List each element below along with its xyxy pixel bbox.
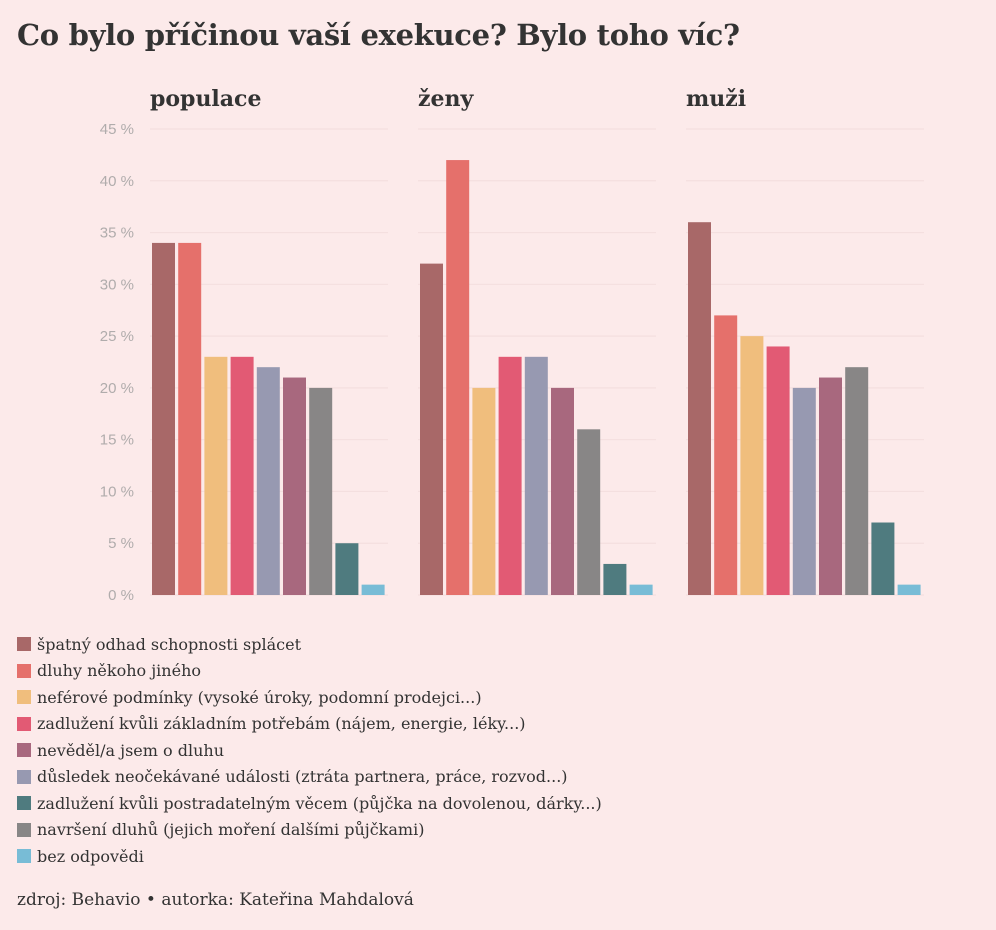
legend-item: zadlužení kvůli základním potřebám (náje… bbox=[17, 711, 602, 738]
bar bbox=[230, 356, 254, 595]
y-tick-label: 10 % bbox=[100, 483, 134, 500]
y-tick-label: 25 % bbox=[100, 328, 134, 345]
legend-item: neférové podmínky (vysoké úroky, podomní… bbox=[17, 684, 602, 711]
legend-item: důsledek neočekávané události (ztráta pa… bbox=[17, 764, 602, 791]
chart-title: Co bylo příčinou vaší exekuce? Bylo toho… bbox=[17, 18, 740, 52]
bar bbox=[629, 584, 653, 595]
legend-label: zadlužení kvůli postradatelným věcem (pů… bbox=[37, 793, 602, 813]
legend-label: navršení dluhů (jejich moření dalšími pů… bbox=[37, 820, 425, 840]
facets: populace ženy muži bbox=[150, 86, 921, 596]
legend-swatch bbox=[17, 690, 31, 705]
bar bbox=[714, 315, 738, 595]
facet-2: ženy bbox=[418, 86, 653, 596]
y-tick-label: 0 % bbox=[108, 587, 134, 604]
bar bbox=[819, 377, 842, 595]
legend-label: špatný odhad schopnosti splácet bbox=[37, 634, 301, 654]
facet-1: populace bbox=[150, 86, 385, 595]
legend-item: dluhy někoho jiného bbox=[17, 658, 602, 685]
facet-title: ženy bbox=[418, 86, 474, 112]
bar bbox=[792, 387, 816, 595]
legend-label: bez odpovědi bbox=[37, 846, 144, 866]
bar bbox=[871, 522, 895, 595]
y-tick-label: 35 % bbox=[100, 225, 134, 242]
y-tick-label: 15 % bbox=[100, 432, 134, 449]
bar bbox=[845, 367, 869, 595]
legend-swatch bbox=[17, 716, 31, 731]
legend-swatch bbox=[17, 637, 31, 652]
legend-label: dluhy někoho jiného bbox=[37, 661, 202, 681]
bar bbox=[361, 584, 385, 595]
bar bbox=[688, 222, 711, 595]
facet-title: populace bbox=[150, 86, 261, 112]
bar bbox=[178, 242, 202, 595]
legend-item: nevěděl/a jsem o dluhu bbox=[17, 737, 602, 764]
bar bbox=[766, 346, 790, 595]
legend-swatch bbox=[17, 769, 31, 784]
legend-swatch bbox=[17, 822, 31, 837]
bar bbox=[256, 367, 280, 595]
bar bbox=[152, 242, 175, 595]
legend-swatch bbox=[17, 743, 31, 758]
bar bbox=[309, 387, 333, 595]
bar bbox=[603, 563, 627, 595]
legend-item: bez odpovědi bbox=[17, 843, 602, 870]
y-tick-label: 45 % bbox=[100, 121, 134, 138]
y-tick-label: 30 % bbox=[100, 276, 134, 293]
y-axis: 0 % 5 % 10 % 15 % 20 % 25 % 30 % 35 % 40 % 45 % bbox=[100, 121, 134, 604]
y-tick-label: 40 % bbox=[100, 173, 134, 190]
legend-item: špatný odhad schopnosti splácet bbox=[17, 631, 602, 658]
facet-title: muži bbox=[686, 86, 746, 112]
bar bbox=[420, 263, 443, 595]
legend-label: nevěděl/a jsem o dluhu bbox=[37, 740, 225, 760]
legend-item: zadlužení kvůli postradatelným věcem (pů… bbox=[17, 790, 602, 817]
bar bbox=[472, 387, 496, 595]
legend-item: navršení dluhů (jejich moření dalšími pů… bbox=[17, 817, 602, 844]
legend-label: neférové podmínky (vysoké úroky, podomní… bbox=[37, 687, 482, 707]
bar bbox=[740, 336, 764, 595]
bar bbox=[524, 356, 548, 595]
bar bbox=[335, 543, 359, 595]
source-credit: zdroj: Behavio • autorka: Kateřina Mahda… bbox=[17, 890, 414, 910]
y-tick-label: 5 % bbox=[108, 535, 134, 552]
bar bbox=[577, 429, 601, 595]
legend-label: zadlužení kvůli základním potřebám (náje… bbox=[37, 714, 526, 734]
bar bbox=[446, 160, 470, 596]
bar bbox=[498, 356, 522, 595]
legend-label: důsledek neočekávané události (ztráta pa… bbox=[37, 767, 568, 787]
bar-chart: 0 % 5 % 10 % 15 % 20 % 25 % 30 % 35 % 40 % 45 % p… bbox=[100, 86, 924, 604]
bar bbox=[204, 356, 228, 595]
bar bbox=[283, 377, 306, 595]
legend-swatch bbox=[17, 796, 31, 811]
legend-swatch bbox=[17, 663, 31, 678]
bar bbox=[897, 584, 921, 595]
bar bbox=[551, 387, 574, 595]
facet-3: muži bbox=[686, 86, 921, 595]
legend-swatch bbox=[17, 849, 31, 864]
legend: špatný odhad schopnosti splácet dluhy něk… bbox=[17, 631, 602, 870]
y-tick-label: 20 % bbox=[100, 380, 134, 397]
